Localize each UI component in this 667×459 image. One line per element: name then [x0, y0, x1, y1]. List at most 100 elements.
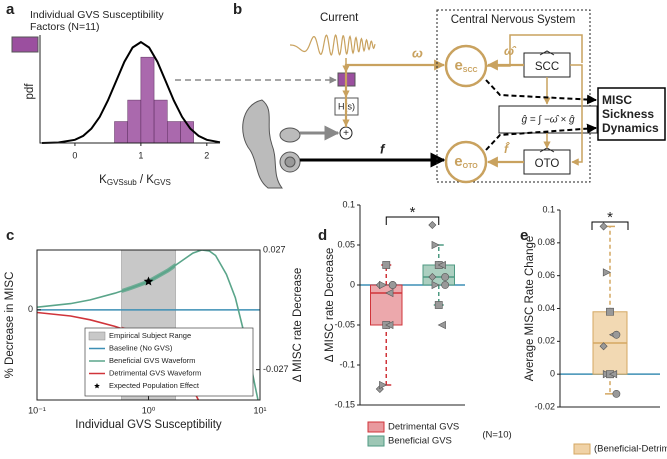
y-axis-label: Δ MISC rate Decrease: [324, 248, 336, 362]
y-tick-label: -0.1: [339, 359, 355, 369]
x-axis-label: KGVSsub / KGVS: [99, 174, 171, 187]
data-point: [437, 320, 446, 330]
data-point: [428, 272, 437, 282]
oto-label: OTO: [535, 158, 560, 170]
y-tick-label: 0: [350, 279, 355, 289]
e-oto-main: e: [454, 153, 462, 170]
misc-label: Sickness: [602, 107, 654, 121]
x-label-part: / K: [137, 174, 155, 186]
y-tick-label: -0.05: [334, 319, 355, 329]
significance-label: *: [607, 209, 613, 226]
panel-label: a: [6, 1, 15, 18]
data-point: [434, 301, 443, 309]
e-scc-main: e: [454, 57, 462, 74]
legend-label: Beneficial GVS: [388, 436, 452, 447]
misc-label: Dynamics: [602, 121, 659, 135]
arrow: [344, 59, 446, 127]
panel-label: c: [6, 227, 14, 244]
x-tick-label: 10¹: [253, 405, 266, 415]
y-tick-label: 0.1: [342, 199, 355, 209]
data-point: [606, 307, 614, 316]
x-tick-label: 10⁰: [142, 405, 156, 415]
data-point: [441, 273, 450, 281]
f-hat-label: f̂: [504, 141, 511, 156]
x-label-part: K: [99, 174, 107, 186]
data-point: [612, 330, 621, 339]
diagram: Current H(s) + ω f Central Nervous Syste…: [175, 9, 666, 189]
legend-label: Empirical Subject Range: [109, 331, 191, 340]
legend-label: Detrimental GVS: [388, 422, 459, 433]
box: [370, 284, 403, 326]
legend-label: Expected Population Effect: [109, 381, 200, 390]
panel-label: d: [318, 227, 327, 244]
equation: ĝ = ∫ −ω̂ × ĝ: [521, 114, 575, 126]
bar: [167, 121, 181, 144]
y-tick-label: 0: [550, 369, 555, 379]
e-scc: eSCC: [454, 57, 477, 74]
y-axis-label: pdf: [24, 83, 36, 100]
y-tick-label: 0.08: [537, 237, 555, 247]
current-wave: [290, 34, 376, 56]
legend-label: Baseline (No GVS): [109, 343, 173, 352]
data-point: [437, 260, 446, 270]
y-tick-label: 0.1: [542, 204, 555, 214]
y-tick-label: 0.05: [337, 239, 355, 249]
arrow: [570, 64, 583, 166]
significance-label: *: [410, 204, 416, 221]
bar: [127, 99, 142, 144]
arrow: [486, 34, 583, 67]
legend-swatch: [11, 36, 39, 53]
bar: [114, 121, 128, 144]
note: (N=10): [482, 430, 511, 441]
error-node: [444, 140, 488, 184]
legend-swatch: [367, 435, 385, 447]
omega-label: ω: [412, 45, 423, 60]
legend-label: Beneficial GVS Waveform: [109, 356, 195, 365]
x-tick-label: 10⁻¹: [28, 405, 46, 415]
legend-swatch: [88, 331, 106, 341]
x-label-part: GVSsub: [107, 178, 137, 187]
x-tick-label: 2: [204, 150, 209, 160]
legend-label: (Beneficial-Detrimental)/2: [594, 444, 667, 455]
legend-label: Individual GVS Susceptibility: [30, 9, 164, 21]
hat: [539, 50, 555, 56]
y-tick-label: 0: [28, 304, 33, 314]
y-tick-label: 0.02: [537, 336, 555, 346]
y-tick-label: 0.06: [537, 270, 555, 280]
data-point: [608, 370, 618, 379]
axis: [39, 35, 220, 144]
ear-icon: [242, 99, 301, 189]
x-label-part: GVS: [154, 178, 171, 187]
data-point: [379, 380, 388, 390]
legend-label: Detrimental GVS Waveform: [109, 368, 201, 377]
data-point: [388, 281, 397, 289]
y-tick-label: -0.02: [534, 401, 555, 411]
significance-bracket: [385, 216, 440, 225]
f-label: f: [380, 141, 386, 156]
e-oto-sub: OTO: [463, 163, 479, 170]
panel-label: b: [233, 1, 242, 18]
y-axis-label: % Decrease in MISC: [4, 272, 16, 379]
data-point: [431, 240, 440, 250]
data-point: [602, 268, 612, 277]
x-axis-label: Individual GVS Susceptibility: [75, 419, 222, 431]
current-label: Current: [320, 12, 359, 24]
data-point: [382, 261, 391, 269]
y-tick-label: 0.04: [537, 303, 555, 313]
significance-bracket: [591, 221, 629, 230]
data-point: [431, 280, 440, 290]
cns-box: [436, 9, 591, 183]
y2-axis-label: Δ MISC rate Decrease: [292, 268, 304, 382]
data-point: [599, 342, 608, 351]
dashed-arrow: [485, 79, 597, 105]
panel-label: e: [520, 227, 528, 244]
scc-label: SCC: [535, 61, 559, 73]
data-point: [385, 320, 394, 330]
e-oto: eOTO: [454, 153, 478, 170]
cns-label: Central Nervous System: [451, 14, 576, 26]
data-point: [428, 220, 437, 230]
data-point: [379, 280, 388, 290]
sum-label: +: [343, 128, 349, 139]
legend-swatch: [367, 421, 385, 433]
